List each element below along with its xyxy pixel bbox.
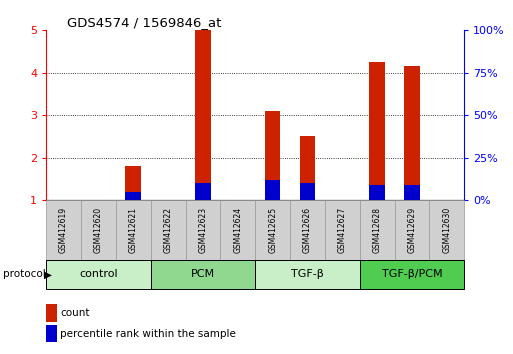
- Bar: [151, 260, 255, 289]
- Text: GSM412620: GSM412620: [94, 207, 103, 253]
- Text: GSM412630: GSM412630: [442, 207, 451, 253]
- Bar: [255, 260, 360, 289]
- Text: TGF-β/PCM: TGF-β/PCM: [382, 269, 442, 279]
- Text: count: count: [60, 308, 89, 318]
- Text: GSM412628: GSM412628: [372, 207, 382, 253]
- Text: GSM412622: GSM412622: [164, 207, 172, 253]
- Bar: [221, 200, 255, 260]
- Bar: [300, 136, 315, 200]
- Bar: [46, 200, 81, 260]
- Text: PCM: PCM: [191, 269, 215, 279]
- Text: TGF-β: TGF-β: [291, 269, 324, 279]
- Bar: [46, 304, 57, 321]
- Bar: [81, 200, 116, 260]
- Bar: [116, 200, 151, 260]
- Bar: [195, 30, 211, 200]
- Bar: [325, 200, 360, 260]
- Bar: [300, 183, 315, 200]
- Bar: [265, 179, 281, 200]
- Text: GSM412629: GSM412629: [407, 207, 417, 253]
- Bar: [126, 166, 141, 200]
- Text: GSM412623: GSM412623: [199, 207, 207, 253]
- Text: GSM412627: GSM412627: [338, 207, 347, 253]
- Bar: [404, 185, 420, 200]
- Bar: [360, 200, 394, 260]
- Text: GSM412624: GSM412624: [233, 207, 242, 253]
- Text: control: control: [79, 269, 118, 279]
- Text: GSM412626: GSM412626: [303, 207, 312, 253]
- Bar: [394, 200, 429, 260]
- Bar: [195, 183, 211, 200]
- Text: GSM412619: GSM412619: [59, 207, 68, 253]
- Bar: [151, 200, 186, 260]
- Bar: [290, 200, 325, 260]
- Bar: [46, 260, 151, 289]
- Text: GSM412621: GSM412621: [129, 207, 138, 253]
- Text: protocol: protocol: [3, 269, 45, 279]
- Bar: [360, 260, 464, 289]
- Bar: [126, 192, 141, 200]
- Bar: [255, 200, 290, 260]
- Text: GDS4574 / 1569846_at: GDS4574 / 1569846_at: [67, 16, 222, 29]
- Bar: [186, 200, 221, 260]
- Text: percentile rank within the sample: percentile rank within the sample: [60, 329, 236, 339]
- Bar: [265, 111, 281, 200]
- Bar: [429, 200, 464, 260]
- Bar: [404, 66, 420, 200]
- Text: ▶: ▶: [44, 269, 52, 279]
- Bar: [369, 185, 385, 200]
- Bar: [369, 62, 385, 200]
- Bar: [46, 325, 57, 342]
- Text: GSM412625: GSM412625: [268, 207, 277, 253]
